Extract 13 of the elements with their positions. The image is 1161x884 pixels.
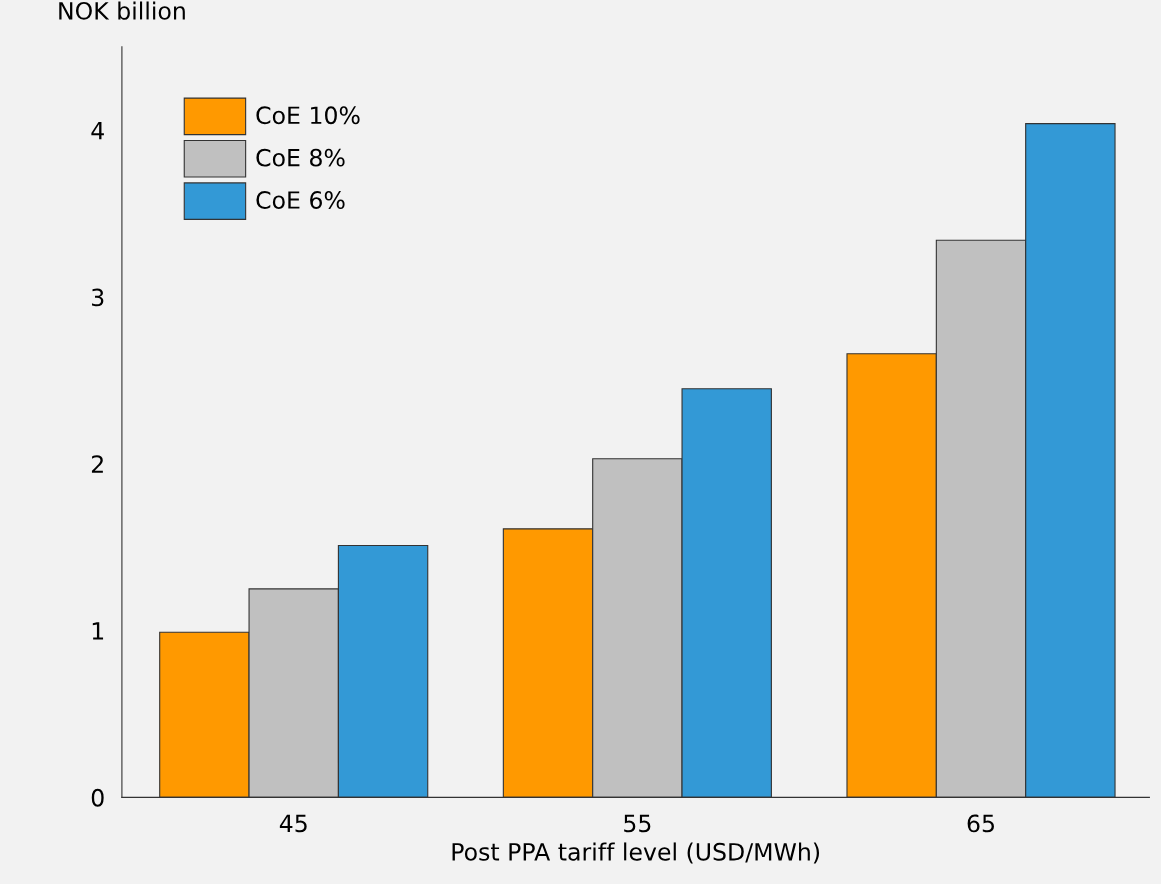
- x-tick-label: 45: [279, 814, 307, 833]
- y-tick-label: 2: [91, 455, 103, 473]
- x-axis-title: Post PPA tariff level (USD/MWh): [452, 842, 820, 864]
- x-tick-label: 55: [624, 814, 651, 833]
- y-tick-label: 3: [92, 288, 104, 307]
- legend-label: CoE 8%: [256, 148, 345, 167]
- x-tick-label: 65: [967, 814, 994, 833]
- y-tick-label: 0: [91, 788, 104, 807]
- y-tick-label: 1: [92, 622, 104, 640]
- y-axis-title: NOK billion: [59, 1, 185, 20]
- legend-label: CoE 10%: [256, 106, 360, 125]
- legend-label: CoE 6%: [256, 191, 345, 209]
- y-tick-label: 4: [91, 122, 104, 140]
